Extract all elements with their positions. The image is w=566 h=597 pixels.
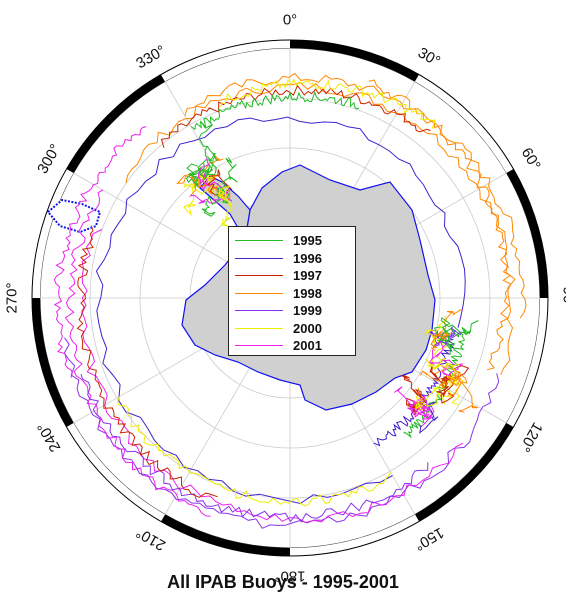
- legend-swatch: [235, 275, 283, 277]
- longitude-label: 330°: [133, 42, 168, 72]
- buoy-track: [429, 366, 451, 384]
- frame-segment: [32, 169, 74, 299]
- buoy-track: [414, 392, 445, 411]
- buoy-track: [401, 374, 427, 406]
- buoy-track: [220, 78, 436, 129]
- south-america-tip: [46, 198, 102, 234]
- legend-item: 1997: [235, 267, 355, 285]
- legend-label: 1997: [293, 268, 322, 284]
- frame-segment: [66, 74, 166, 174]
- frame-segment: [66, 422, 166, 522]
- buoy-track: [197, 157, 223, 196]
- frame-segment: [289, 40, 419, 82]
- buoy-track: [206, 169, 233, 196]
- longitude-label: 240°: [34, 419, 64, 454]
- legend-label: 1995: [293, 233, 322, 249]
- buoy-track: [197, 182, 231, 204]
- buoy-track: [439, 317, 461, 349]
- frame-segment: [161, 514, 291, 556]
- legend-label: 2001: [293, 338, 322, 354]
- buoy-track: [219, 157, 238, 196]
- legend-item: 1996: [235, 250, 355, 268]
- buoy-track: [419, 401, 439, 434]
- buoy-track: [446, 375, 464, 406]
- legend-label: 1999: [293, 303, 322, 319]
- legend-label: 1996: [293, 250, 322, 266]
- legend-swatch: [235, 345, 283, 347]
- longitude-label: 150°: [411, 524, 446, 554]
- buoy-track: [125, 82, 516, 375]
- buoy-track: [219, 194, 232, 227]
- frame-segment: [414, 422, 514, 522]
- buoy-track: [435, 379, 455, 404]
- legend-swatch: [235, 327, 283, 329]
- legend-item: 2001: [235, 337, 355, 355]
- frame-segment: [506, 297, 548, 427]
- legend-item: 2000: [235, 320, 355, 338]
- buoy-track: [63, 337, 500, 529]
- frame-segment: [289, 514, 419, 556]
- buoy-track: [393, 386, 431, 416]
- buoy-track: [447, 371, 468, 396]
- buoy-track: [116, 396, 392, 507]
- buoy-track: [197, 121, 214, 176]
- frame-segment: [506, 169, 548, 299]
- buoy-track: [438, 359, 464, 381]
- buoy-track: [201, 193, 222, 217]
- map-title: All IPAB Buoys - 1995-2001: [167, 572, 399, 592]
- buoy-track: [190, 191, 229, 204]
- frame-segment: [414, 74, 514, 174]
- frame-segment: [32, 297, 74, 427]
- buoy-track: [81, 229, 464, 524]
- buoy-track: [439, 320, 479, 341]
- frame-segment: [161, 40, 291, 82]
- buoy-track: [425, 339, 448, 369]
- legend-swatch: [235, 240, 283, 242]
- buoy-track: [176, 172, 208, 198]
- legend-item: 1998: [235, 285, 355, 303]
- buoy-track: [426, 357, 459, 381]
- buoy-track: [430, 331, 449, 351]
- legend-item: 1999: [235, 302, 355, 320]
- longitude-label: 30°: [415, 44, 443, 70]
- legend-item: 1995: [235, 232, 355, 250]
- longitude-label: 90°: [560, 287, 566, 310]
- legend-swatch: [235, 310, 283, 312]
- buoy-tracks: [53, 72, 527, 529]
- longitude-label: 210°: [133, 524, 168, 554]
- longitude-label: 120°: [516, 419, 546, 454]
- longitude-label: 60°: [518, 145, 544, 173]
- longitude-label: 270°: [4, 282, 21, 313]
- legend-swatch: [235, 292, 283, 294]
- buoy-track: [76, 225, 218, 498]
- buoy-track: [419, 381, 452, 406]
- buoy-track: [190, 90, 360, 131]
- buoy-track: [64, 189, 211, 517]
- longitude-label: 0°: [283, 12, 297, 29]
- legend-label: 1998: [293, 285, 322, 301]
- longitude-label: 180°: [274, 568, 305, 585]
- buoy-track: [95, 116, 466, 505]
- legend-swatch: [235, 257, 283, 259]
- buoy-track: [53, 126, 147, 378]
- legend: 1995 1996 1997 1998 1999 2000 2001: [228, 226, 356, 356]
- legend-label: 2000: [293, 320, 322, 336]
- buoy-track: [199, 152, 218, 178]
- longitude-label: 300°: [34, 141, 64, 176]
- buoy-track: [80, 373, 429, 523]
